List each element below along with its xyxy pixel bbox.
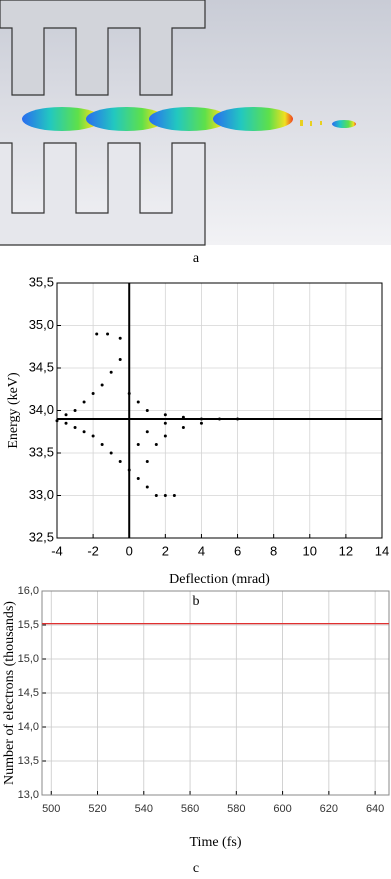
point	[145, 430, 149, 434]
point	[154, 443, 158, 446]
point	[64, 421, 68, 425]
y-tick-label: 34,5	[29, 359, 54, 374]
x-tick-label: 520	[88, 803, 106, 815]
point	[163, 434, 167, 438]
x-tick-label: -2	[87, 543, 99, 558]
point	[145, 460, 149, 463]
point	[218, 417, 221, 421]
x-tick-label: 620	[320, 803, 338, 815]
point	[55, 419, 59, 423]
y-tick-label: 15,0	[18, 653, 39, 665]
point	[154, 494, 158, 497]
x-tick-label: 600	[273, 803, 291, 815]
y-tick-label: 35,5	[29, 274, 54, 289]
y-tick-label: 34,0	[29, 402, 54, 417]
y-tick-label: 16,0	[18, 585, 39, 597]
point	[163, 413, 167, 417]
point	[163, 421, 167, 425]
x-axis-label: Time (fs)	[190, 835, 242, 850]
point	[73, 409, 77, 412]
y-tick-label: 14,0	[18, 721, 39, 733]
y-tick-label: 33,0	[29, 487, 54, 502]
point	[91, 392, 95, 395]
y-tick-label: 15,5	[18, 619, 39, 631]
x-tick-label: 500	[42, 803, 60, 815]
x-tick-label: -4	[51, 543, 63, 558]
point	[118, 336, 122, 340]
y-tick-label: 33,5	[29, 444, 54, 459]
point	[136, 443, 140, 446]
point	[181, 415, 185, 419]
point	[118, 358, 122, 361]
point	[136, 477, 140, 480]
y-tick-label: 13,5	[18, 755, 39, 767]
y-tick-label: 35,0	[29, 317, 54, 332]
x-tick-label: 0	[126, 543, 133, 558]
point	[109, 451, 113, 455]
x-tick-label: 14	[375, 543, 389, 558]
point	[163, 494, 167, 497]
x-tick-label: 4	[198, 543, 205, 558]
x-tick-label: 12	[339, 543, 353, 558]
point	[236, 417, 240, 421]
point	[91, 434, 95, 438]
point	[100, 443, 104, 446]
point	[199, 421, 203, 425]
x-tick-label: 580	[227, 803, 245, 815]
panel-label: a	[193, 251, 200, 266]
x-tick-label: 560	[181, 803, 199, 815]
point	[82, 430, 86, 434]
point	[95, 332, 99, 336]
x-tick-label: 540	[135, 803, 153, 815]
point	[145, 409, 149, 412]
point	[100, 383, 104, 387]
y-tick-label: 32,5	[29, 529, 54, 544]
y-axis-label: Number of electrons (thousands)	[2, 601, 17, 785]
point	[127, 468, 131, 472]
x-tick-label: 2	[162, 543, 169, 558]
simulation-image	[0, 0, 391, 246]
point	[106, 332, 110, 336]
x-tick-label: 10	[303, 543, 317, 558]
point	[127, 392, 131, 395]
plot-frame	[41, 590, 390, 796]
panel-label: b	[193, 594, 200, 609]
x-tick-label: 640	[366, 803, 384, 815]
point	[82, 400, 86, 404]
point	[181, 426, 185, 429]
x-tick-label: 8	[270, 543, 277, 558]
point	[145, 485, 149, 489]
point	[199, 417, 203, 421]
point	[73, 426, 77, 429]
x-tick-label: 6	[234, 543, 241, 558]
y-tick-label: 14,5	[18, 687, 39, 699]
y-tick-label: 13,0	[18, 789, 39, 801]
panel-label: c	[193, 861, 199, 876]
x-axis-label: Deflection (mrad)	[169, 572, 270, 587]
point	[172, 494, 176, 497]
point	[64, 413, 68, 417]
y-axis-label: Energy (keV)	[6, 372, 21, 449]
point	[109, 370, 113, 374]
plot-frame	[56, 282, 383, 539]
point	[118, 460, 122, 463]
point	[136, 400, 140, 404]
